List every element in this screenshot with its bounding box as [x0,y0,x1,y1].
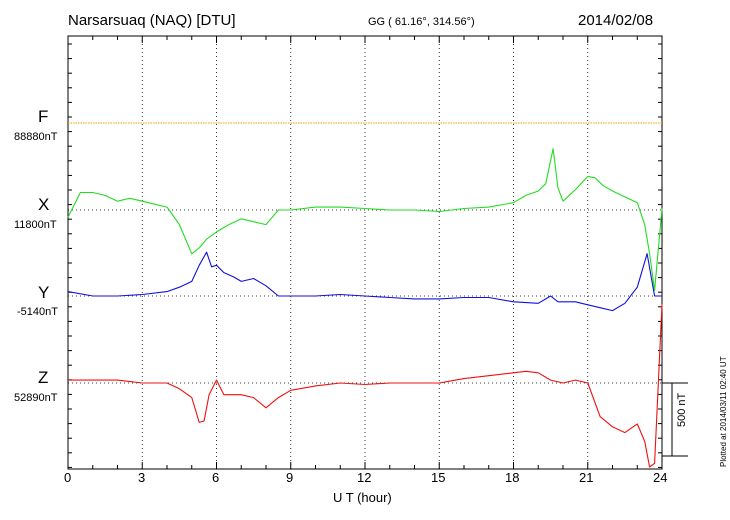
channel-f-name: F [38,107,49,126]
channel-x-name: X [38,195,50,214]
channel-z-baseline: 52890nT [14,392,58,404]
channel-z-name: Z [38,368,49,387]
x-tick-label: 6 [212,470,220,485]
x-tick-label: 15 [431,470,446,485]
plot-date: 2014/02/08 [578,12,654,29]
plotted-timestamp: Plotted at 2014/03/11 02:40 UT [719,356,728,467]
series-x-line [67,148,663,291]
x-tick-label: 12 [357,470,372,485]
geographic-coordinates: GG ( 61.16°, 314.56°) [368,16,475,28]
x-axis-title: U T (hour) [333,490,392,505]
channel-f-baseline: 88880nT [14,131,58,143]
channel-y-baseline: -5140nT [17,306,58,318]
x-tick-label: 24 [653,470,668,485]
station-title: Narsarsuaq (NAQ) [DTU] [68,12,236,29]
channel-y-name: Y [38,283,50,302]
series-z-line [68,304,663,468]
x-tick-label: 9 [286,470,294,485]
x-tick-label: 21 [579,470,594,485]
x-tick-label: 18 [505,470,520,485]
series-y-line [67,251,662,312]
x-tick-label: 3 [138,470,146,485]
channel-x-baseline: 11800nT [14,219,57,231]
x-tick-label: 0 [64,470,72,485]
scale-bar-label: 500 nT [676,392,688,427]
